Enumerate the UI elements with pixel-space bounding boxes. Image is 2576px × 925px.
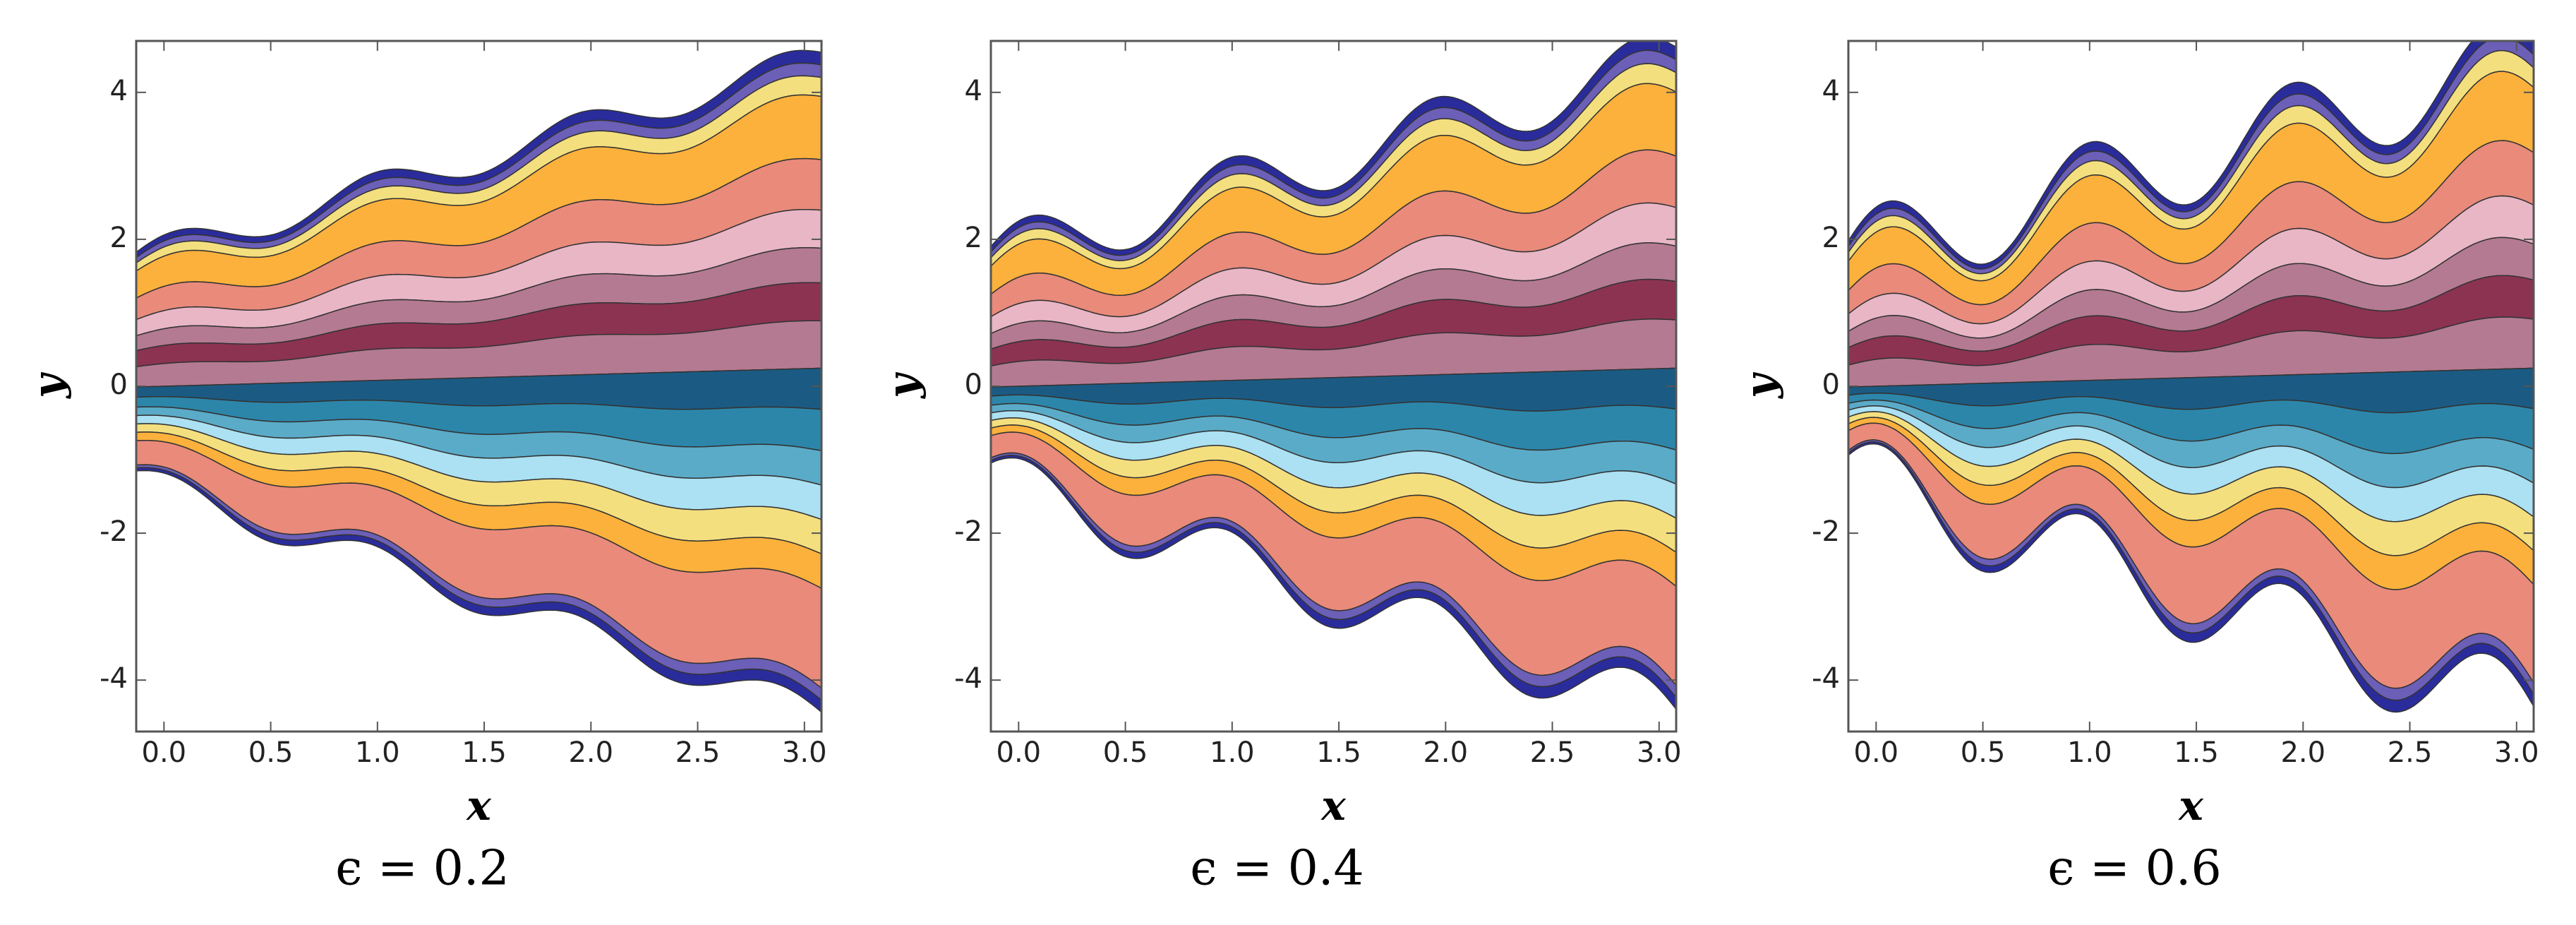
x-tick-label: 2.0	[1423, 736, 1468, 769]
x-tick-label: 1.5	[462, 736, 507, 769]
caption: ϵ = 0.2	[335, 841, 509, 897]
x-axis-label: x	[465, 782, 492, 830]
x-tick-label: 0.5	[1103, 736, 1148, 769]
panel: 0.0 0.5 1.0 1.5 2.0 2.5 3.0 -4 -2 0 2 4 x y ϵ = 0.4	[879, 40, 1682, 897]
contour-field	[136, 49, 821, 713]
y-tick-label: 4	[110, 75, 128, 107]
contour-band	[136, 467, 821, 713]
y-tick-label: 0	[1822, 369, 1840, 401]
y-tick-label: 0	[110, 369, 128, 401]
contour-field	[991, 41, 1676, 710]
y-tick-label: -2	[954, 515, 982, 548]
y-tick-label: -4	[100, 662, 128, 695]
x-tick-label: 1.5	[2174, 736, 2219, 769]
x-tick-label: 3.0	[782, 736, 827, 769]
x-tick-label: 3.0	[1637, 736, 1682, 769]
y-tick-label: 2	[1822, 222, 1840, 254]
y-tick-label: 4	[965, 75, 982, 107]
x-tick-label: 2.5	[1530, 736, 1575, 769]
x-tick-label: 1.0	[355, 736, 400, 769]
x-tick-label: 1.5	[1316, 736, 1361, 769]
x-tick-label: 1.0	[2067, 736, 2112, 769]
x-tick-label: 0.0	[1854, 736, 1899, 769]
caption: ϵ = 0.6	[2047, 841, 2221, 897]
x-tick-label: 0.0	[142, 736, 187, 769]
panel: 0.0 0.5 1.0 1.5 2.0 2.5 3.0 -4 -2 0 2 4 x y ϵ = 0.6	[1736, 40, 2539, 897]
y-tick-label: -2	[1812, 515, 1840, 548]
x-axis-label: x	[2177, 782, 2204, 830]
y-tick-label: -4	[954, 662, 982, 695]
x-tick-label: 0.5	[1961, 736, 2006, 769]
contour-band	[991, 455, 1676, 710]
caption: ϵ = 0.4	[1190, 841, 1364, 897]
x-tick-label: 0.5	[248, 736, 294, 769]
x-tick-label: 2.0	[2280, 736, 2325, 769]
x-tick-label: 2.5	[675, 736, 721, 769]
y-tick-label: -4	[1812, 662, 1840, 695]
contour-band	[1848, 441, 2534, 713]
panel: 0.0 0.5 1.0 1.5 2.0 2.5 3.0 -4 -2 0 2 4 x y ϵ = 0.2	[24, 40, 827, 897]
x-tick-label: 2.0	[568, 736, 613, 769]
y-tick-label: 2	[110, 222, 128, 254]
x-tick-label: 3.0	[2494, 736, 2539, 769]
y-tick-label: -2	[100, 515, 128, 548]
x-axis-label: x	[1320, 782, 1347, 830]
contour-field	[1848, 41, 2534, 713]
y-axis-label: y	[879, 371, 927, 400]
y-tick-label: 2	[965, 222, 982, 254]
y-tick-label: 4	[1822, 75, 1840, 107]
y-tick-label: 0	[965, 369, 982, 401]
y-axis-label: y	[24, 371, 72, 400]
x-tick-label: 1.0	[1210, 736, 1255, 769]
x-tick-label: 2.5	[2388, 736, 2433, 769]
x-tick-label: 0.0	[997, 736, 1042, 769]
y-axis-label: y	[1736, 371, 1784, 400]
